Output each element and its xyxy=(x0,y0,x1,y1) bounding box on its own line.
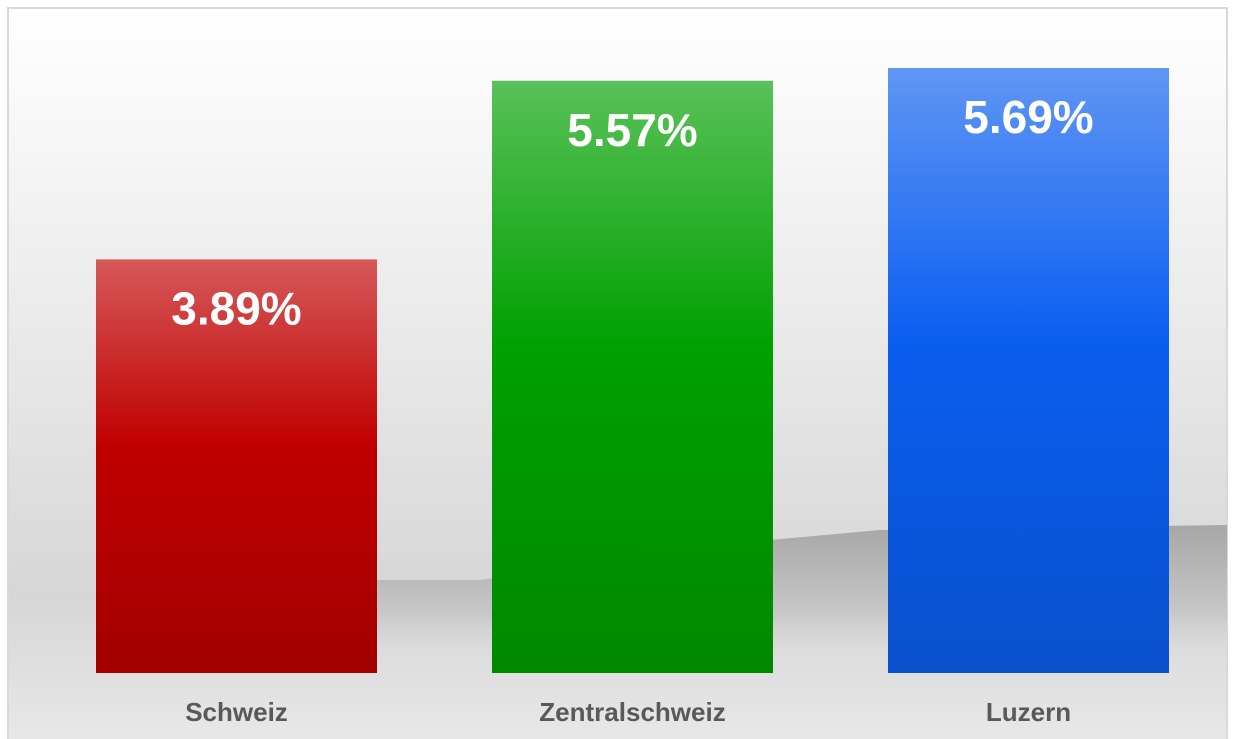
value-label: 5.57% xyxy=(567,104,697,156)
value-label: 3.89% xyxy=(171,282,301,334)
x-tick-label: Zentralschweiz xyxy=(539,697,725,727)
x-tick-label: Luzern xyxy=(986,697,1071,727)
bar xyxy=(492,80,773,674)
bar xyxy=(96,259,377,673)
x-tick-label: Schweiz xyxy=(185,697,288,727)
value-label: 5.69% xyxy=(963,91,1093,143)
bar xyxy=(888,68,1169,673)
